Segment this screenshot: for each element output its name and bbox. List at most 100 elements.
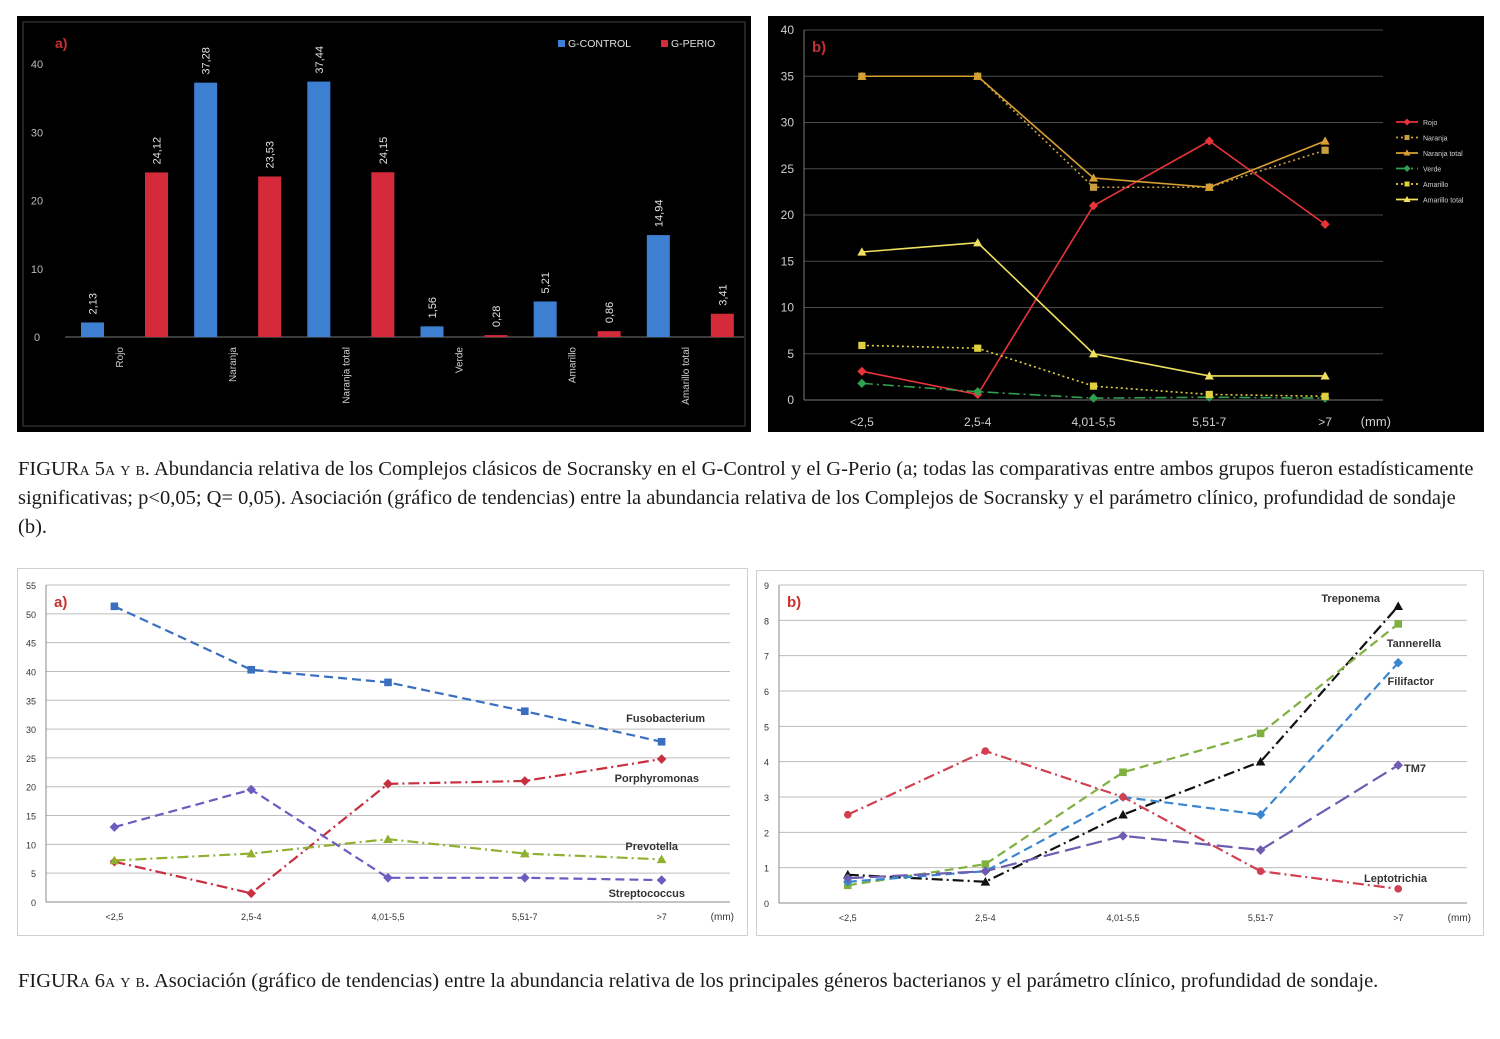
fig5b-svg: 0 5 10 15 20 25 30 35 40 <2,5 2,5-4 4,01-5,5 5,51-7 >… bbox=[768, 16, 1484, 432]
figure5-caption-text: Abundancia relativa de los Complejos clá… bbox=[18, 458, 1474, 538]
fig6a-point-fusobacterium-3 bbox=[521, 707, 529, 716]
fig5b-point-amarillo-4 bbox=[1321, 392, 1329, 400]
fig5b-series-amarillo bbox=[858, 341, 1329, 400]
fig6a-chart: 0 5 10 15 20 25 30 35 40 45 50 55 <2,5 2,5-4 4,01-5,5 5… bbox=[17, 568, 748, 936]
fig5b-point-amarillo-total-2 bbox=[1088, 349, 1099, 358]
fig6b-x-tick-label-5-51-7: 5,51-7 bbox=[1248, 913, 1274, 923]
fig6a-point-fusobacterium-0 bbox=[110, 602, 119, 611]
fig6b-series-tm7 bbox=[843, 760, 1403, 884]
fig5b-y-tick-label: 15 bbox=[781, 254, 795, 268]
fig6b-point-filifactor-4 bbox=[1393, 657, 1403, 668]
fig5b-point-naranja-4 bbox=[1321, 146, 1329, 154]
fig5a-y-tick-label: 20 bbox=[31, 196, 43, 208]
fig5a-legend-swatch-g-perio bbox=[661, 40, 668, 47]
fig5b-background bbox=[768, 16, 1484, 432]
fig5b-point-naranja-total-0 bbox=[857, 71, 867, 80]
fig5b-y-tick-label: 0 bbox=[787, 393, 794, 407]
fig6b-point-tm7-3 bbox=[1255, 845, 1266, 855]
fig5b-point-naranja-total-3 bbox=[1204, 182, 1214, 191]
fig6a-series-label-streptococcus: Streptococcus bbox=[609, 888, 685, 900]
fig6b-line-tannerella bbox=[847, 623, 1399, 887]
fig6b-series-treponema bbox=[843, 601, 1403, 886]
fig6a-y-tick-label: 55 bbox=[26, 581, 36, 591]
figure5-caption: FIGURa 5a y b. Abundancia relativa de lo… bbox=[18, 455, 1484, 542]
fig6a-x-tick-label-2-5: <2,5 bbox=[106, 912, 124, 922]
fig6b-svg: 0 1 2 3 4 5 6 7 8 9 <2,5 2,5-4 4,01-5,5 5,51-7 >7 (mm) b… bbox=[764, 581, 1471, 924]
fig5a-bar-g-control-amarillo-total bbox=[646, 235, 670, 337]
fig5a-data-label-g-perio-naranja: 23,53 bbox=[265, 141, 277, 169]
fig6a-point-prevotella-1 bbox=[246, 848, 256, 858]
fig6a-series-fusobacterium bbox=[110, 602, 666, 746]
fig6b-unit-label: (mm) bbox=[1448, 913, 1471, 924]
fig6a-point-streptococcus-0 bbox=[109, 822, 120, 832]
fig5a-legend-swatch-g-control bbox=[558, 40, 565, 47]
fig5a-chart: a) 0 10 20 30 40 2,13 24,12 Rojo 37,28 23,53 Naranj… bbox=[17, 16, 751, 432]
fig6a-series-label-porphyromonas: Porphyromonas bbox=[615, 773, 699, 785]
fig6a-point-prevotella-2 bbox=[383, 834, 393, 843]
fig6a-series-label-fusobacterium: Fusobacterium bbox=[626, 713, 705, 725]
fig5a-data-label-g-control-naranja-total: 37,44 bbox=[314, 46, 326, 74]
fig6b-series-label-tannerella: Tannerella bbox=[1387, 638, 1442, 650]
fig6b-line-treponema bbox=[847, 605, 1400, 883]
fig6a-x-tick-label-5-51-7: 5,51-7 bbox=[512, 912, 538, 922]
fig5b-legend-label-naranja-total: Naranja total bbox=[1423, 151, 1463, 158]
fig6b-y-tick-label: 4 bbox=[764, 758, 769, 768]
fig6a-y-tick-label: 40 bbox=[26, 667, 36, 677]
fig6b-series-label-filifactor: Filifactor bbox=[1388, 676, 1435, 688]
fig6b-x-tick-label-7: >7 bbox=[1393, 913, 1403, 923]
fig6b-point-tm7-2 bbox=[1118, 831, 1128, 841]
fig6a-point-porphyromonas-3 bbox=[520, 776, 530, 786]
fig5a-bar-g-control-rojo bbox=[81, 322, 104, 337]
fig5b-point-amarillo-total-1 bbox=[973, 238, 983, 247]
fig5a-y-tick-label: 0 bbox=[34, 332, 40, 344]
fig5b-legend-marker-verde bbox=[1403, 165, 1411, 172]
fig5b-point-amarillo-0 bbox=[858, 341, 866, 350]
fig6a-panel-label: a) bbox=[54, 594, 67, 611]
fig6a-unit-label: (mm) bbox=[711, 912, 734, 923]
fig5b-point-rojo-4 bbox=[1320, 219, 1330, 229]
fig6a-y-tick-label: 35 bbox=[26, 696, 36, 706]
fig6b-point-treponema-4 bbox=[1393, 601, 1403, 610]
fig5a-data-label-g-perio-amarillo-total: 3,41 bbox=[717, 284, 729, 305]
fig6b-y-tick-label: 7 bbox=[764, 652, 769, 662]
fig5a-category-label-naranja: Naranja bbox=[228, 347, 239, 382]
fig6b-x-tick-label-2-5: <2,5 bbox=[839, 913, 857, 923]
fig6b-point-tannerella-4 bbox=[1394, 620, 1402, 628]
fig6b-point-tm7-4 bbox=[1393, 760, 1403, 770]
fig6b-point-leptotrichia-1 bbox=[981, 747, 990, 755]
fig6b-y-tick-label: 1 bbox=[764, 864, 769, 874]
fig5a-panel-label: a) bbox=[55, 35, 67, 51]
fig6b-point-tm7-1 bbox=[980, 866, 991, 876]
fig6a-point-fusobacterium-4 bbox=[657, 737, 666, 746]
fig6b-point-leptotrichia-3 bbox=[1256, 867, 1265, 875]
fig5b-x-tick-label-4-01-5-5: 4,01-5,5 bbox=[1071, 415, 1115, 429]
fig6b-chart: 0 1 2 3 4 5 6 7 8 9 <2,5 2,5-4 4,01-5,5 5,51-7 >7 (mm) b… bbox=[756, 570, 1484, 936]
fig6b-y-tick-label: 5 bbox=[764, 722, 769, 732]
fig5b-point-verde-0 bbox=[857, 378, 867, 388]
fig6a-point-prevotella-0 bbox=[109, 855, 120, 865]
fig5b-legend-marker-naranja-total bbox=[1403, 149, 1411, 156]
fig5a-y-tick-label: 40 bbox=[31, 59, 43, 71]
fig5a-bar-g-perio-verde bbox=[484, 335, 508, 337]
fig6a-plot-area bbox=[46, 585, 730, 902]
fig5b-x-tick-label-7: >7 bbox=[1318, 415, 1332, 429]
fig6a-x-tick-label-2-5-4: 2,5-4 bbox=[241, 912, 262, 922]
fig5b-legend-marker-rojo bbox=[1403, 118, 1411, 126]
fig5a-category-label-amarillo-total: Amarillo total bbox=[681, 347, 692, 405]
fig6a-y-tick-label: 5 bbox=[31, 869, 36, 879]
fig5b-point-amarillo-2 bbox=[1089, 382, 1098, 390]
fig6b-y-tick-label: 0 bbox=[764, 899, 769, 909]
fig5a-category-label-naranja-total: Naranja total bbox=[341, 347, 352, 404]
fig5b-legend-marker-naranja bbox=[1404, 135, 1410, 140]
fig5b-chart: 0 5 10 15 20 25 30 35 40 <2,5 2,5-4 4,01-5,5 5,51-7 >… bbox=[768, 16, 1484, 432]
fig6b-y-tick-label: 9 bbox=[764, 581, 769, 591]
fig5b-y-tick-label: 40 bbox=[781, 23, 795, 37]
fig5a-bar-g-perio-amarillo-total bbox=[710, 313, 734, 337]
fig5b-point-amarillo-total-4 bbox=[1320, 371, 1330, 380]
fig6a-y-tick-label: 0 bbox=[31, 898, 36, 908]
fig5a-data-label-g-control-amarillo: 5,21 bbox=[540, 272, 552, 293]
fig6b-point-tannerella-3 bbox=[1256, 729, 1265, 738]
fig6a-svg: 0 5 10 15 20 25 30 35 40 45 50 55 <2,5 2,5-4 4,01-5,5 5… bbox=[26, 581, 734, 923]
fig5a-data-label-g-control-naranja: 37,28 bbox=[201, 47, 213, 75]
fig6a-point-streptococcus-1 bbox=[246, 784, 256, 795]
